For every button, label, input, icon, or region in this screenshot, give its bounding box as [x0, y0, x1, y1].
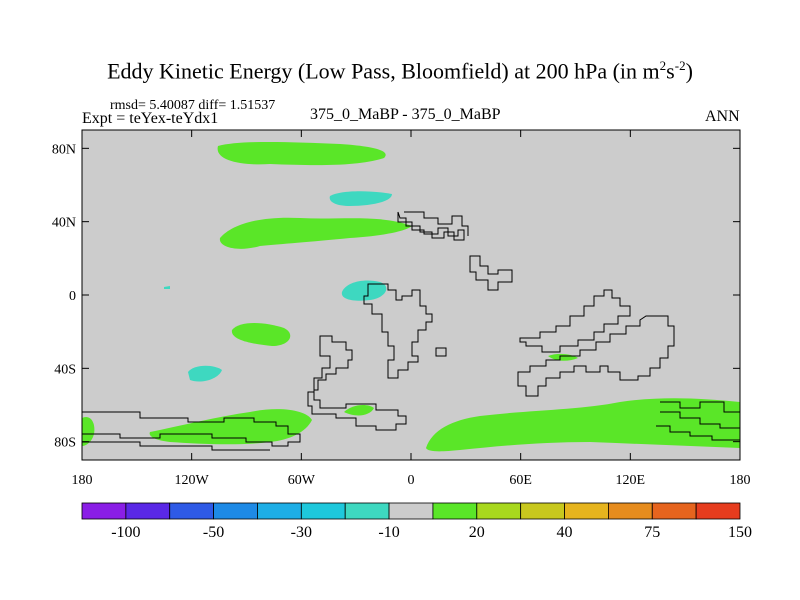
colorbar-label: -30 — [291, 524, 312, 541]
axis-labels: 80N 40N 0 40S 80S 180 120W 60W 0 60E 120E 180 — [52, 142, 751, 488]
lon-tick-label: 60E — [509, 473, 532, 488]
experiment-label: Expt = teYex-teYdx1 — [82, 110, 219, 127]
lon-tick-label: 120E — [616, 473, 646, 488]
colorbar-box — [520, 502, 565, 520]
coastline-middle-east — [469, 255, 513, 291]
colorbar-label: 40 — [557, 524, 573, 541]
lat-tick-label: 0 — [69, 289, 76, 304]
plot-title: Eddy Kinetic Energy (Low Pass, Bloomfiel… — [107, 58, 693, 84]
colorbar-box — [344, 502, 390, 520]
coastline-australia — [517, 315, 675, 397]
case-comparison-label: 375_0_MaBP - 375_0_MaBP — [310, 106, 501, 123]
anomaly-regions — [82, 142, 740, 452]
colorbar-box — [125, 502, 171, 520]
colorbar-box — [608, 502, 653, 520]
lon-tick-label: 180 — [730, 473, 751, 488]
colorbar-label: 150 — [728, 524, 752, 541]
anomaly-positive-south-pacific — [231, 323, 291, 346]
colorbar-box — [476, 502, 522, 520]
lon-tick-label: 180 — [72, 473, 93, 488]
coastline-madagascar — [435, 347, 447, 357]
anomaly-positive-south-pacific-west — [82, 416, 95, 446]
lat-tick-label: 40S — [54, 362, 76, 377]
lon-tick-label: 60W — [288, 473, 316, 488]
colorbar-label: 75 — [644, 524, 660, 541]
colorbar-label: -50 — [203, 524, 224, 541]
coastline-africa — [363, 283, 433, 379]
colorbar-box — [300, 502, 346, 520]
colorbar-box — [432, 502, 478, 520]
colorbar-box — [81, 502, 127, 520]
anomaly-positive-southern-ocean-west — [149, 409, 312, 445]
lon-tick-label: 120W — [175, 473, 210, 488]
anomaly-negative-tropical-atlantic — [341, 280, 387, 301]
colorbar-box — [257, 502, 302, 520]
anomaly-negative-north-pacific — [329, 191, 392, 206]
anomaly-positive-small-atlantic — [344, 404, 374, 416]
colorbar-box — [695, 502, 741, 520]
coastline-antarctica-east — [656, 401, 740, 441]
colorbar-box — [651, 502, 697, 520]
coastline-south-america — [307, 335, 407, 431]
anomaly-positive-southern-ocean-east — [426, 398, 740, 452]
coastline-antarctica-west — [82, 411, 301, 451]
colorbar-box — [564, 502, 609, 520]
anomaly-negative-south-pacific — [188, 365, 222, 382]
colorbar-box — [213, 502, 258, 520]
anomaly-positive-arctic — [217, 142, 386, 166]
anomaly-negative-speck — [164, 286, 170, 289]
coastlines — [82, 211, 740, 451]
season-label: ANN — [705, 108, 740, 125]
colorbar-label: -100 — [111, 524, 140, 541]
axis-ticks — [81, 130, 741, 460]
colorbar: -100 -50 -30 -10 20 40 75 150 — [81, 502, 752, 541]
lat-tick-label: 40N — [52, 216, 76, 231]
lon-tick-label: 0 — [408, 473, 415, 488]
lat-tick-label: 80N — [52, 142, 76, 157]
rmsd-diff-stats: rmsd= 5.40087 diff= 1.51537 — [110, 98, 276, 113]
colorbar-box — [388, 502, 434, 520]
colorbar-label: -10 — [378, 524, 399, 541]
colorbar-label: 20 — [469, 524, 485, 541]
coastline-europe-asia — [397, 211, 469, 241]
colorbar-box — [169, 502, 215, 520]
coastline-southeast-asia — [519, 289, 631, 353]
anomaly-positive-north-atlantic — [219, 217, 412, 249]
lat-tick-label: 80S — [54, 436, 76, 451]
